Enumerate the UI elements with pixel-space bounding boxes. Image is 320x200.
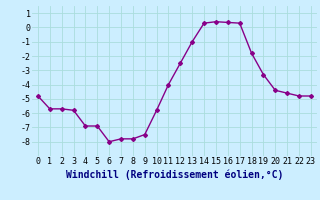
X-axis label: Windchill (Refroidissement éolien,°C): Windchill (Refroidissement éolien,°C) <box>66 169 283 180</box>
